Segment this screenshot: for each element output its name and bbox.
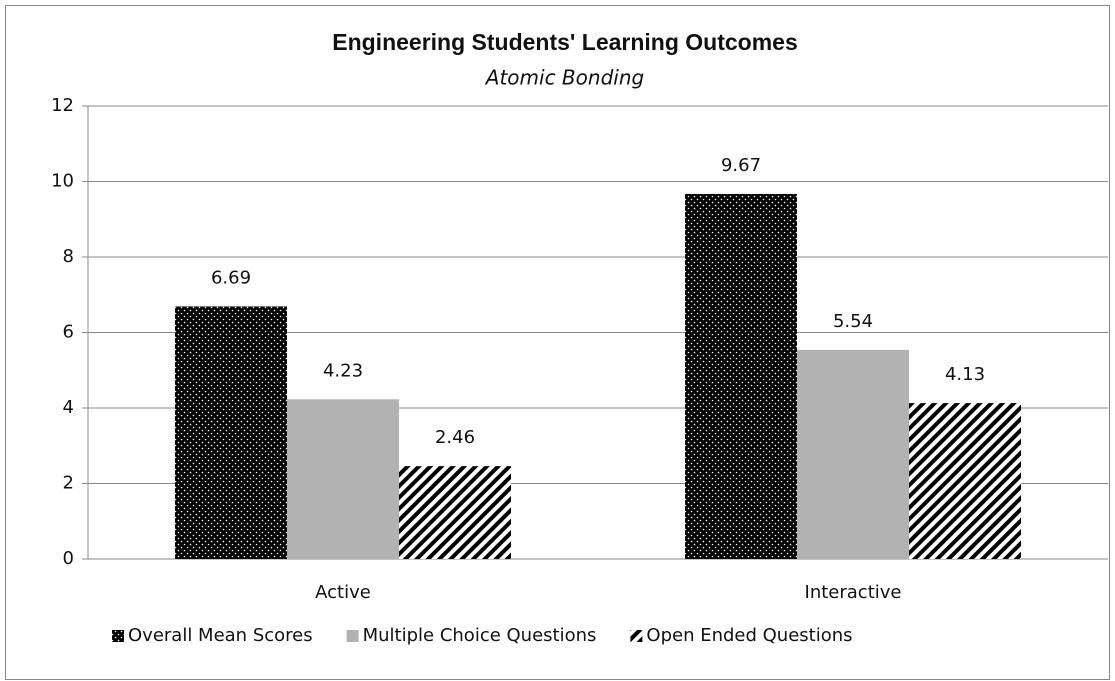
chart-title: Engineering Students' Learning Outcomes xyxy=(332,29,798,55)
legend-swatch xyxy=(112,630,124,642)
data-label: 4.13 xyxy=(945,364,985,385)
y-tick-label: 12 xyxy=(51,95,74,116)
bar xyxy=(287,399,399,559)
legend-swatch xyxy=(630,630,643,642)
bar xyxy=(909,403,1021,559)
legend-swatch xyxy=(346,630,359,642)
data-label: 6.69 xyxy=(211,267,251,288)
data-label: 2.46 xyxy=(435,427,475,448)
legend-label: Overall Mean Scores xyxy=(128,625,313,646)
y-tick-label: 0 xyxy=(63,548,74,569)
bar xyxy=(685,193,797,559)
chart-subtitle: Atomic Bonding xyxy=(484,66,644,90)
chart-border xyxy=(5,5,1110,680)
bar xyxy=(797,349,909,559)
data-label: 9.67 xyxy=(721,155,761,176)
y-tick-label: 10 xyxy=(51,171,74,192)
bar xyxy=(399,466,511,559)
x-tick-label: Active xyxy=(315,582,371,603)
x-tick-label: Interactive xyxy=(805,582,902,603)
data-label: 4.23 xyxy=(323,360,363,381)
y-tick-label: 6 xyxy=(63,322,74,343)
legend-label: Multiple Choice Questions xyxy=(363,625,597,646)
y-tick-label: 4 xyxy=(63,397,74,418)
y-tick-label: 8 xyxy=(63,246,74,267)
data-label: 5.54 xyxy=(833,311,873,332)
legend-label: Open Ended Questions xyxy=(646,625,852,646)
y-tick-label: 2 xyxy=(63,473,74,494)
bar xyxy=(175,306,287,559)
